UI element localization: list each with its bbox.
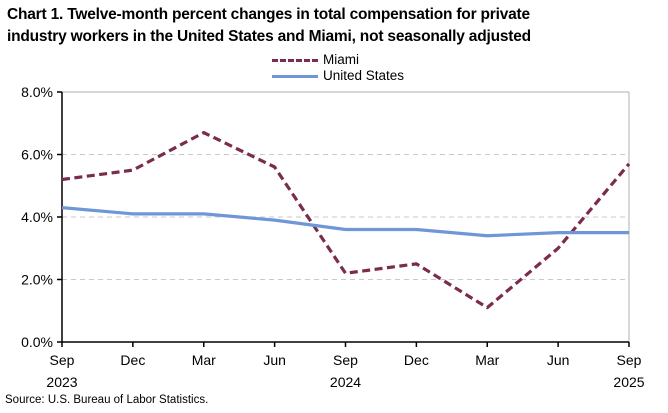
legend-label-united-states: United States	[323, 68, 405, 83]
miami-dashed-line-swatch	[272, 58, 318, 62]
chart-legend: Miami United States	[272, 52, 404, 84]
x-tick-year-label: 2025	[613, 374, 644, 390]
x-tick-month-label: Dec	[120, 352, 145, 368]
x-tick-month-label: Sep	[50, 352, 75, 368]
us-solid-line-swatch	[272, 74, 318, 78]
chart-title-line-2: industry workers in the United States an…	[7, 28, 531, 45]
x-tick-month-label: Dec	[404, 352, 429, 368]
source-note: Source: U.S. Bureau of Labor Statistics.	[5, 394, 209, 406]
y-tick-label: 8.0%	[21, 84, 53, 100]
x-tick-month-label: Sep	[617, 352, 642, 368]
series-line-miami	[61, 131, 631, 310]
y-tick-label: 6.0%	[21, 147, 53, 163]
y-tick-label: 2.0%	[21, 272, 53, 288]
x-tick-month-label: Mar	[475, 352, 499, 368]
legend-item-united-states: United States	[272, 68, 404, 84]
y-tick-label: 4.0%	[21, 209, 53, 225]
y-tick-label: 0.0%	[21, 334, 53, 350]
legend-item-miami: Miami	[272, 52, 404, 68]
chart-title: Chart 1. Twelve-month percent changes in…	[7, 4, 531, 48]
series-line-united-states	[61, 206, 629, 238]
x-tick-month-label: Sep	[333, 352, 358, 368]
x-tick-year-label: 2023	[46, 374, 77, 390]
x-tick-month-label: Jun	[263, 352, 286, 368]
chart-title-line-1: Chart 1. Twelve-month percent changes in…	[7, 6, 530, 23]
x-tick-month-label: Jun	[547, 352, 570, 368]
x-tick-month-label: Mar	[192, 352, 216, 368]
legend-label-miami: Miami	[323, 52, 359, 67]
x-tick-year-label: 2024	[330, 374, 361, 390]
